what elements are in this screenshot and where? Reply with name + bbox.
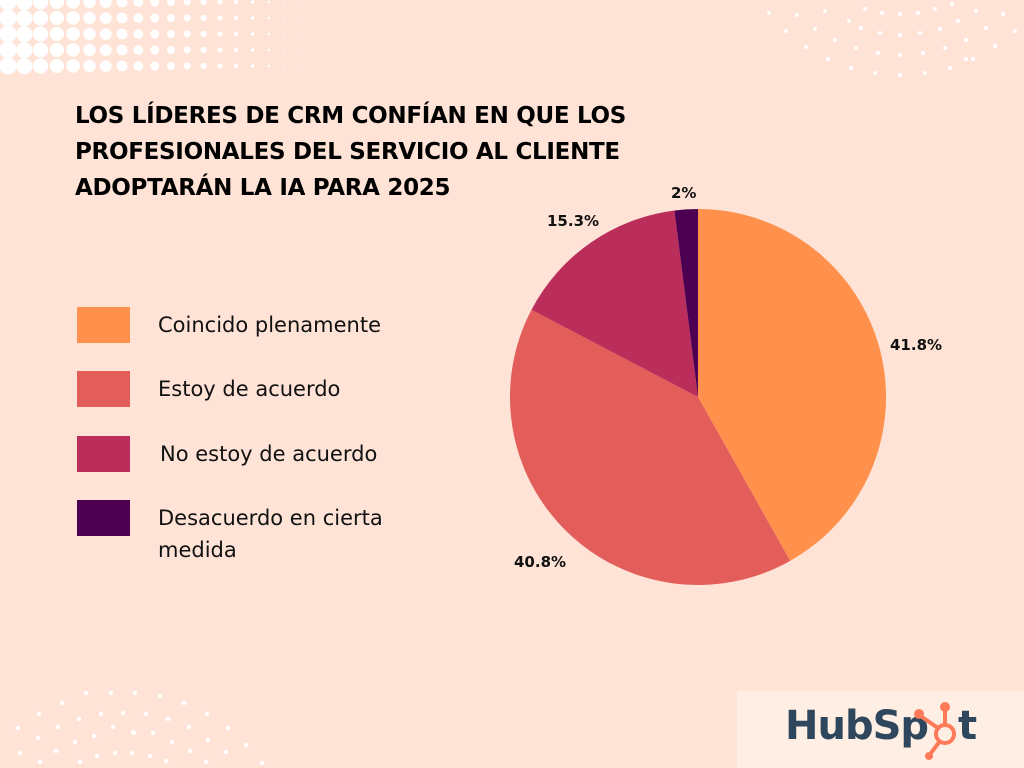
- pie-label-no-estoy: 15.3%: [547, 212, 600, 230]
- pie-label-coincido: 41.8%: [890, 336, 943, 354]
- pie-slice: [698, 209, 886, 561]
- legend-label: Desacuerdo en cierta medida: [158, 506, 383, 562]
- legend-swatch-magenta: [77, 436, 130, 472]
- legend-swatch-purple: [77, 500, 130, 536]
- hubspot-sprocket-icon: [914, 702, 956, 760]
- legend-swatch-orange: [77, 307, 130, 343]
- hubspot-wordmark: HubSp t: [785, 703, 977, 749]
- legend-label: No estoy de acuerdo: [160, 442, 378, 466]
- pie-label-desacuerdo: 2%: [671, 184, 697, 202]
- title-line-1: LOS LÍDERES DE CRM CONFÍAN EN QUE LOS: [75, 103, 627, 129]
- pie-slice: [510, 309, 791, 585]
- hubspot-logo: HubSp t: [737, 691, 1024, 768]
- legend-label: Coincido plenamente: [158, 313, 381, 337]
- pie-slice: [531, 210, 698, 397]
- chart-title: LOS LÍDERES DE CRM CONFÍAN EN QUE LOS PR…: [75, 98, 695, 206]
- pie-slice: [674, 209, 698, 397]
- pie-label-estoy: 40.8%: [514, 553, 567, 571]
- title-line-3: ADOPTARÁN LA IA PARA 2025: [75, 175, 451, 201]
- legend-label: Estoy de acuerdo: [158, 377, 341, 401]
- title-line-2: PROFESIONALES DEL SERVICIO AL CLIENTE: [75, 139, 620, 165]
- legend-swatch-coral: [77, 371, 130, 407]
